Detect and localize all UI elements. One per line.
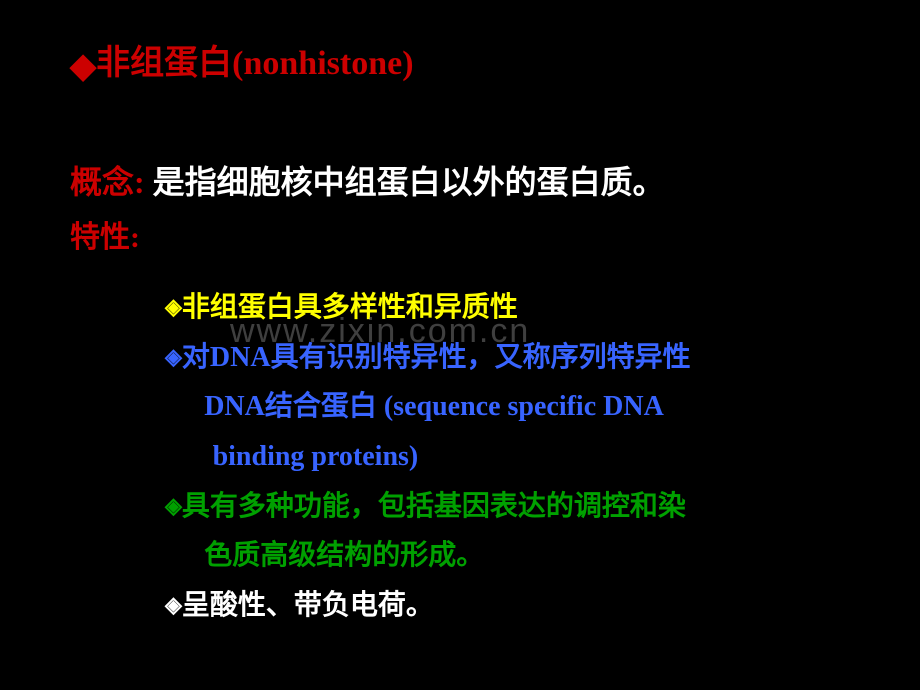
bullet-2-cont1: DNA结合蛋白 (sequence specific DNA: [165, 383, 870, 431]
bullet-3a-text: 具有多种功能，包括基因表达的调控和染: [182, 491, 686, 522]
diamond-icon: ◈: [165, 493, 182, 518]
diamond-icon: ◈: [165, 344, 182, 369]
diamond-icon: ◈: [165, 294, 182, 319]
bullet-list: ◈非组蛋白具多样性和异质性 ◈对DNA具有识别特异性，又称序列特异性 DNA结合…: [165, 284, 870, 629]
title-text: 非组蛋白(nonhistone): [96, 45, 413, 82]
bullet-2a-text: 对DNA具有识别特异性，又称序列特异性: [182, 342, 691, 373]
bullet-2b-text: DNA结合蛋白 (sequence specific DNA: [204, 391, 664, 422]
slide-container: ◆非组蛋白(nonhistone) 概念: 是指细胞核中组蛋白以外的蛋白质。 特…: [0, 0, 920, 690]
diamond-icon: ◆: [70, 48, 96, 85]
bullet-1-text: 非组蛋白具多样性和异质性: [182, 292, 518, 323]
bullet-3: ◈具有多种功能，包括基因表达的调控和染: [165, 483, 870, 531]
bullet-3-cont: 色质高级结构的形成。: [165, 532, 870, 580]
bullet-3b-text: 色质高级结构的形成。: [204, 540, 484, 571]
bullet-2c-text: binding proteins): [213, 441, 419, 472]
bullet-1: ◈非组蛋白具多样性和异质性: [165, 284, 870, 332]
bullet-2-cont2: binding proteins): [165, 433, 870, 481]
bullet-4: ◈呈酸性、带负电荷。: [165, 582, 870, 630]
bullet-4-text: 呈酸性、带负电荷。: [182, 590, 434, 621]
properties-label: 特性:: [70, 212, 870, 256]
concept-text: 是指细胞核中组蛋白以外的蛋白质。: [145, 164, 665, 200]
concept-label: 概念:: [70, 164, 145, 200]
bullet-2: ◈对DNA具有识别特异性，又称序列特异性: [165, 334, 870, 382]
slide-title-line: ◆非组蛋白(nonhistone): [70, 35, 870, 86]
concept-line: 概念: 是指细胞核中组蛋白以外的蛋白质。: [70, 158, 870, 206]
diamond-icon: ◈: [165, 592, 182, 617]
